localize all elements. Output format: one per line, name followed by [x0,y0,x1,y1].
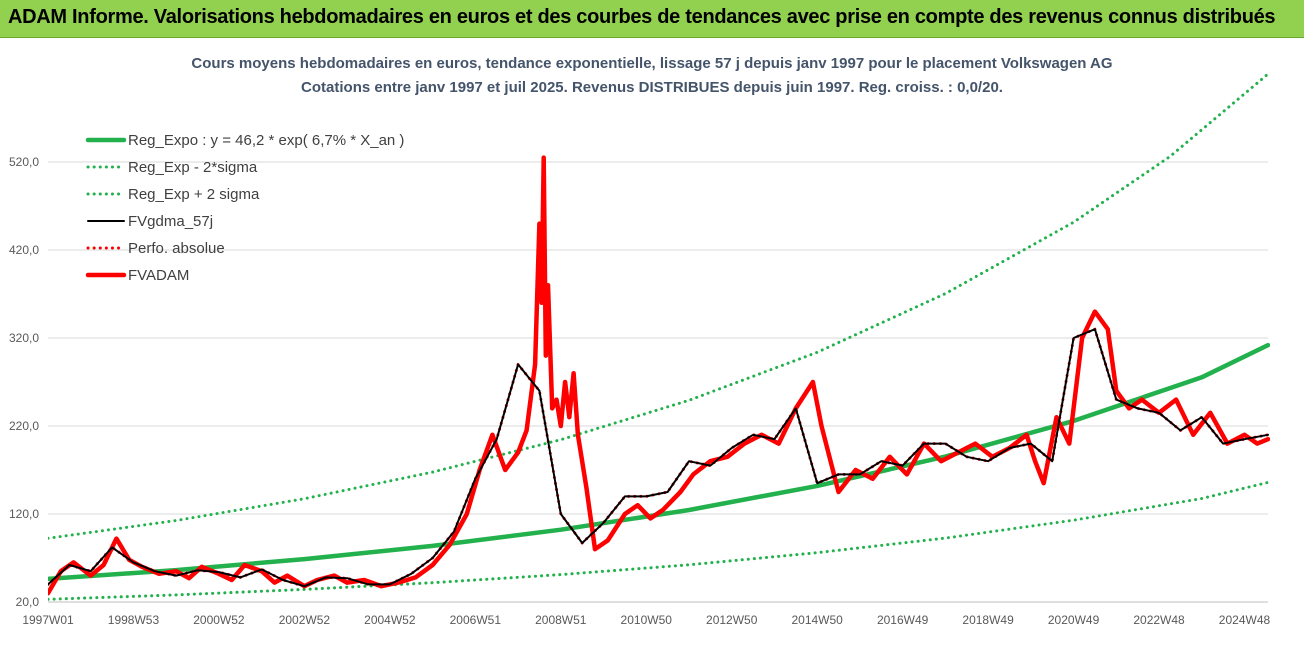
x-tick-label: 2004W52 [364,613,416,627]
legend-label: Reg_Exp + 2 sigma [128,186,260,203]
y-tick-label: 320,0 [9,331,39,345]
x-tick-label: 2000W52 [193,613,245,627]
x-tick-label: 2006W51 [450,613,502,627]
series-line-perfo-absolue [48,327,1270,588]
legend-label: Perfo. absolue [128,240,225,257]
x-tick-label: 2020W49 [1048,613,1100,627]
x-tick-label: 2022W48 [1133,613,1185,627]
legend-label: FVgdma_57j [128,213,213,230]
report-title: ADAM Informe. Valorisations hebdomadaire… [8,6,1276,28]
legend-label: FVADAM [128,267,189,284]
series-line-fvgdma-57j [48,328,1269,588]
series-line-fvadam [48,155,1270,596]
y-tick-label: 420,0 [9,243,39,257]
y-tick-label: 20,0 [16,595,40,609]
x-tick-label: 2024W48 [1219,613,1271,627]
legend-label: Reg_Exp - 2*sigma [128,159,258,176]
chart-title: Cours moyens hebdomadaires en euros, ten… [191,55,1113,72]
series-line-reg-expo-y-46-2-exp-6-7-x-an [48,342,1270,582]
x-tick-label: 2012W50 [706,613,758,627]
y-tick-label: 520,0 [9,155,39,169]
x-tick-label: 2010W50 [621,613,673,627]
x-tick-label: 2014W50 [791,613,843,627]
x-tick-label: 2008W51 [535,613,587,627]
y-tick-label: 220,0 [9,419,39,433]
x-tick-label: 1997W01 [22,613,74,627]
x-tick-label: 2016W49 [877,613,929,627]
x-tick-label: 2018W49 [962,613,1014,627]
x-tick-label: 2002W52 [279,613,331,627]
report-banner: ADAM Informe. Valorisations hebdomadaire… [0,0,1304,38]
legend-label: Reg_Expo : y = 46,2 * exp( 6,7% * X_an ) [128,132,404,149]
y-tick-label: 120,0 [9,507,39,521]
chart-subtitle: Cotations entre janv 1997 et juil 2025. … [301,79,1003,96]
x-tick-label: 1998W53 [108,613,160,627]
series-line-reg-exp-2-sigma [48,480,1270,601]
